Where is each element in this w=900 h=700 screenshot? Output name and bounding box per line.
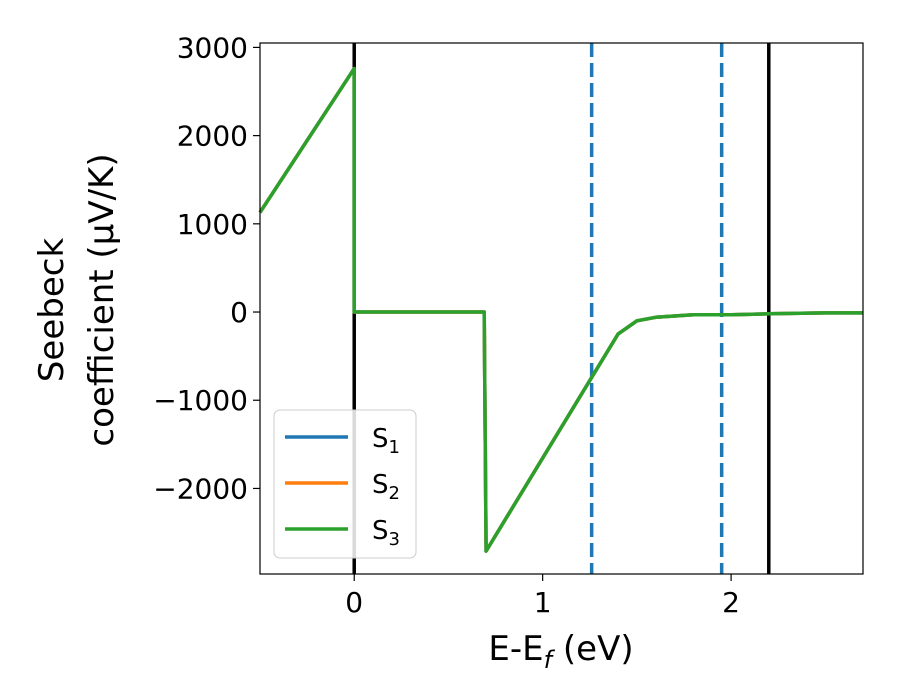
- x-tick-label: 0: [345, 586, 363, 619]
- y-tick-label: 0: [230, 296, 248, 329]
- series-line-3: [258, 66, 863, 553]
- legend: S1 S2 S3: [273, 409, 417, 559]
- x-axis-ticks: 0 1 2: [345, 574, 740, 619]
- y-tick-label: −1000: [153, 384, 248, 417]
- y-tick-label: −2000: [153, 472, 248, 505]
- legend-label-3: S3: [372, 516, 400, 550]
- plot-frame: [259, 42, 864, 575]
- x-tick-label: 2: [722, 586, 740, 619]
- x-axis-label-main: E-E: [488, 629, 543, 669]
- x-tick-label: 1: [534, 586, 552, 619]
- x-axis-label: E-Ef (eV): [488, 629, 633, 674]
- legend-label-1: S1: [372, 424, 400, 458]
- y-tick-label: 2000: [177, 120, 248, 153]
- y-tick-label: 3000: [177, 31, 248, 64]
- legend-label-2: S2: [372, 470, 400, 504]
- y-tick-label: 1000: [177, 208, 248, 241]
- x-axis-label-unit: (eV): [552, 629, 634, 669]
- y-axis-label-line1: Seebeck: [32, 238, 72, 383]
- y-axis-label: Seebeck coefficient (μV/K): [32, 153, 122, 446]
- y-axis-label-line2: coefficient (μV/K): [82, 153, 122, 446]
- series-lines: [258, 66, 863, 553]
- y-axis-ticks: 3000 2000 1000 0 −1000 −2000: [153, 31, 260, 505]
